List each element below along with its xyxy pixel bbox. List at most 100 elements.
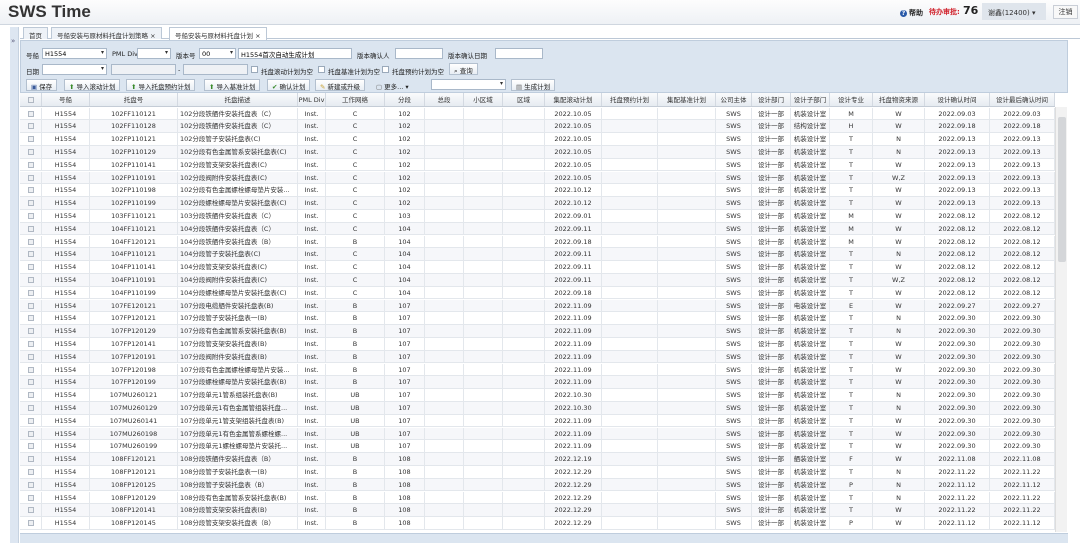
header-sub-dept[interactable]: 设计子部门 <box>791 93 830 106</box>
more-menu-button[interactable]: ▢ 更多... ▾ <box>371 79 414 91</box>
header-confirm-time[interactable]: 设计确认时间 <box>925 93 990 106</box>
table-row[interactable]: H1554 102FP110198 102分段有色金属螺栓螺母垫片安装... Inst… <box>20 184 1055 198</box>
help-link[interactable]: ? 帮助 <box>900 8 923 18</box>
row-checkbox[interactable] <box>27 187 34 194</box>
table-row[interactable]: H1554 102FP110191 102分段阀附件安装托盘表(C) Inst. C 10… <box>20 171 1055 185</box>
row-checkbox[interactable] <box>27 366 34 373</box>
table-row[interactable]: H1554 107FP120199 107分段螺栓螺母垫片安装托盘表(B) Inst.… <box>20 376 1055 390</box>
table-row[interactable]: H1554 107FE120121 107分段电缆舾件安装托盘表(B) Inst. B 1… <box>20 299 1055 313</box>
row-checkbox[interactable] <box>27 251 34 258</box>
row-checkbox[interactable] <box>27 392 34 399</box>
row-checkbox[interactable] <box>27 225 34 232</box>
logout-button[interactable]: 注销 <box>1053 5 1078 19</box>
generate-plan-button[interactable]: ▤ 生成计划 <box>511 79 556 91</box>
table-row[interactable]: H1554 102FP110141 102分段管支架安装托盘表(C) Inst. C 10… <box>20 158 1055 172</box>
table-row[interactable]: H1554 108FP120125 108分段管子安装托盘表（B） Inst. B 108… <box>20 478 1055 492</box>
todo-approval-link[interactable]: 待办审批: <box>929 8 960 16</box>
row-checkbox[interactable] <box>27 110 34 117</box>
table-row[interactable]: H1554 104FP110199 104分段螺栓螺母垫片安装托盘表(C) Inst.… <box>20 286 1055 300</box>
table-row[interactable]: H1554 107MU260121 107分段单元1管系组装托盘表(B) Inst. U… <box>20 389 1055 402</box>
rolling-empty-checkbox[interactable] <box>251 66 258 73</box>
header-work-network[interactable]: 工作网络 <box>326 93 385 106</box>
confirmer-field[interactable] <box>395 48 443 59</box>
tab-home[interactable]: 首页 <box>23 27 48 40</box>
row-checkbox[interactable] <box>27 430 34 437</box>
table-row[interactable]: H1554 107MU260198 107分段单元1有色金属管系螺栓螺... Inst… <box>20 427 1055 441</box>
row-checkbox[interactable] <box>27 468 34 475</box>
chevron-down-icon[interactable]: ▾ <box>100 65 104 72</box>
table-row[interactable]: H1554 107MU260129 107分段单元1有色金属管组装托盘... Inst… <box>20 401 1055 415</box>
row-checkbox[interactable] <box>27 328 34 335</box>
version-select[interactable] <box>199 48 236 59</box>
row-checkbox[interactable] <box>27 238 34 245</box>
scrollbar-thumb[interactable] <box>1058 117 1066 262</box>
row-checkbox[interactable] <box>27 302 34 309</box>
row-checkbox[interactable] <box>27 340 34 347</box>
header-last-confirm-time[interactable]: 设计最后确认时间 <box>990 93 1055 106</box>
table-row[interactable]: H1554 103FF110121 103分段铁舾件安装托盘表（C） Inst. C 10… <box>20 209 1055 223</box>
row-checkbox[interactable] <box>27 520 34 527</box>
table-row[interactable]: H1554 104FF110121 104分段铁舾件安装托盘表（C） Inst. C 10… <box>20 222 1055 236</box>
row-checkbox[interactable] <box>27 200 34 207</box>
save-button[interactable]: ▣ 保存 <box>26 79 58 91</box>
row-checkbox[interactable] <box>27 379 34 386</box>
table-row[interactable]: H1554 108FP120145 108分段管支架安装托盘表（B） Inst. B 10… <box>20 517 1055 530</box>
import-reserve-button[interactable]: ⬆ 导入托盘预约计划 <box>126 79 196 91</box>
table-row[interactable]: H1554 107MU260199 107分段单元1螺栓螺母垫片安装托... Inst… <box>20 440 1055 454</box>
table-row[interactable]: H1554 107FP120129 107分段有色金属管系安装托盘表(B) Inst.… <box>20 325 1055 338</box>
header-tray-desc[interactable]: 托盘描述 <box>178 93 298 106</box>
table-row[interactable]: H1554 107FP120198 107分段有色金属螺栓螺母垫片安装... Inst… <box>20 363 1055 377</box>
row-checkbox[interactable] <box>27 315 34 322</box>
row-checkbox[interactable] <box>27 174 34 181</box>
tab-plan-strategy[interactable]: 号船安装与原材料托盘计划策略 × <box>51 27 162 40</box>
chevron-down-icon[interactable]: ▾ <box>229 49 233 56</box>
header-sub-area[interactable]: 小区域 <box>464 93 503 106</box>
table-row[interactable]: H1554 107MU260141 107分段单元1管支架组装托盘表(B) Inst.… <box>20 414 1055 428</box>
tab-plan[interactable]: 号船安装与原材料托盘计划 × <box>169 27 267 40</box>
header-pml-div[interactable]: PML Div <box>298 93 326 106</box>
row-checkbox[interactable] <box>27 289 34 296</box>
header-reserve-plan[interactable]: 托盘预约计划 <box>602 93 658 106</box>
header-ship[interactable]: 号船 <box>42 93 90 106</box>
header-discipline[interactable]: 设计专业 <box>830 93 873 106</box>
new-upgrade-button[interactable]: ✎ 新建或升级 <box>315 79 365 91</box>
row-checkbox[interactable] <box>27 148 34 155</box>
confirm-plan-button[interactable]: ✔ 确认计划 <box>267 79 311 91</box>
date-to-field[interactable] <box>183 64 248 75</box>
ship-select[interactable] <box>42 48 107 59</box>
table-row[interactable]: H1554 102FP110129 102分段有色金属管系安装托盘表(C) Inst.… <box>20 145 1055 159</box>
plan-select[interactable] <box>431 79 506 90</box>
chevron-down-icon[interactable]: ▾ <box>100 49 104 56</box>
table-row[interactable]: H1554 108FP120141 108分段管支架安装托盘表(B) Inst. B 10… <box>20 504 1055 518</box>
baseline-empty-checkbox[interactable] <box>318 66 325 73</box>
table-row[interactable]: H1554 104FP110121 104分段管子安装托盘表(C) Inst. C 104… <box>20 248 1055 262</box>
table-row[interactable]: H1554 108FF120121 108分段铁舾件安装托盘表（B） Inst. B 10… <box>20 453 1055 466</box>
expand-sidebar-icon[interactable]: » <box>11 37 16 45</box>
header-segment[interactable]: 分段 <box>385 93 425 106</box>
table-row[interactable]: H1554 102FF110128 102分段铁舾件安装托盘表（C） Inst. C 10… <box>20 120 1055 134</box>
table-row[interactable]: H1554 102FP110199 102分段螺栓螺母垫片安装托盘表(C) Inst.… <box>20 197 1055 210</box>
header-baseline-plan[interactable]: 集配基准计划 <box>658 93 716 106</box>
header-dept[interactable]: 设计部门 <box>752 93 791 106</box>
header-block[interactable]: 总段 <box>425 93 464 106</box>
user-menu[interactable]: 谢鑫(12400) ▾ <box>982 3 1046 20</box>
header-area[interactable]: 区域 <box>503 93 545 106</box>
confirm-date-field[interactable] <box>495 48 543 59</box>
table-row[interactable]: H1554 102FF110121 102分段铁舾件安装托盘表（C） Inst. C 10… <box>20 107 1055 121</box>
table-row[interactable]: H1554 108FP120121 108分段管子安装托盘表一(B) Inst. B 10… <box>20 465 1055 479</box>
row-checkbox[interactable] <box>27 404 34 411</box>
select-all-checkbox[interactable] <box>27 97 34 103</box>
version-description-field[interactable] <box>238 48 352 59</box>
row-checkbox[interactable] <box>27 443 34 450</box>
table-row[interactable]: H1554 104FP110141 104分段管支架安装托盘表(C) Inst. C 10… <box>20 261 1055 274</box>
table-row[interactable]: H1554 107FP120141 107分段管支架安装托盘表(B) Inst. B 10… <box>20 337 1055 351</box>
row-checkbox[interactable] <box>27 353 34 360</box>
row-checkbox[interactable] <box>27 276 34 283</box>
chevron-down-icon[interactable]: ▾ <box>164 49 168 56</box>
row-checkbox[interactable] <box>27 481 34 488</box>
header-tray-no[interactable]: 托盘号 <box>90 93 178 106</box>
row-checkbox[interactable] <box>27 161 34 168</box>
table-row[interactable]: H1554 108FP120129 108分段有色金属管系安装托盘表(B) Inst.… <box>20 491 1055 505</box>
row-checkbox[interactable] <box>27 123 34 130</box>
header-rolling-plan[interactable]: 集配滚动计划 <box>545 93 602 106</box>
